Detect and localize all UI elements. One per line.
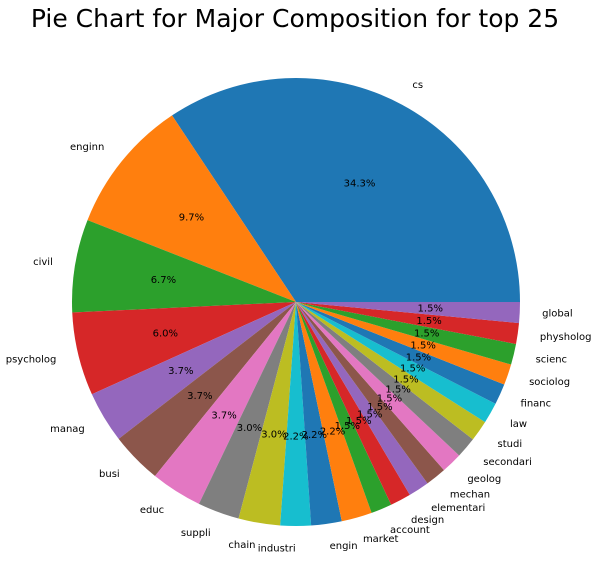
- slice-label-cs: cs: [412, 80, 423, 91]
- slice-pct-secondari: 1.5%: [385, 384, 410, 395]
- pie-slices: [72, 78, 520, 526]
- slice-label-global: global: [542, 309, 573, 320]
- slice-label-design: design: [411, 515, 444, 526]
- slice-pct-financ: 1.5%: [406, 352, 431, 363]
- slice-label-sociolog: sociolog: [529, 377, 570, 388]
- slice-pct-suppli: 3.0%: [237, 423, 262, 434]
- slice-label-secondari: secondari: [483, 457, 532, 468]
- slice-pct-physholog: 1.5%: [416, 316, 441, 327]
- slice-label-market: market: [363, 534, 399, 545]
- slice-pct-busi: 3.7%: [187, 391, 212, 402]
- chart-title: Pie Chart for Major Composition for top …: [31, 4, 559, 33]
- slice-label-mechan: mechan: [450, 489, 490, 500]
- slice-pct-civil: 6.7%: [151, 275, 176, 286]
- slice-pct-sociolog: 1.5%: [410, 341, 435, 352]
- slice-pct-cs: 34.3%: [344, 179, 376, 190]
- slice-label-educ: educ: [140, 505, 164, 516]
- slice-pct-psycholog: 6.0%: [153, 328, 178, 339]
- slice-label-account: account: [390, 525, 430, 536]
- slice-pct-enginn: 9.7%: [179, 213, 204, 224]
- slice-label-chain: chain: [228, 540, 255, 551]
- slice-label-psycholog: psycholog: [6, 355, 57, 366]
- slice-label-enginn: enginn: [70, 142, 104, 153]
- slice-pct-law: 1.5%: [400, 364, 425, 375]
- slice-label-geolog: geolog: [467, 474, 501, 485]
- slice-pct-studi: 1.5%: [393, 374, 418, 385]
- slice-label-scienc: scienc: [536, 355, 567, 366]
- slice-label-manag: manag: [50, 424, 85, 435]
- slice-label-suppli: suppli: [181, 528, 211, 539]
- slice-label-law: law: [510, 419, 527, 430]
- slice-label-financ: financ: [521, 398, 552, 409]
- slice-label-physholog: physholog: [540, 332, 592, 343]
- slice-label-engin: engin: [330, 541, 358, 552]
- slice-pct-scienc: 1.5%: [414, 328, 439, 339]
- slice-label-civil: civil: [33, 257, 53, 268]
- slice-pct-manag: 3.7%: [168, 366, 193, 377]
- slice-pct-educ: 3.7%: [211, 411, 236, 422]
- slice-label-studi: studi: [498, 439, 523, 450]
- slice-label-busi: busi: [99, 469, 120, 480]
- slice-label-industri: industri: [258, 543, 296, 554]
- slice-label-elementari: elementari: [431, 503, 485, 514]
- slice-pct-global: 1.5%: [418, 303, 443, 314]
